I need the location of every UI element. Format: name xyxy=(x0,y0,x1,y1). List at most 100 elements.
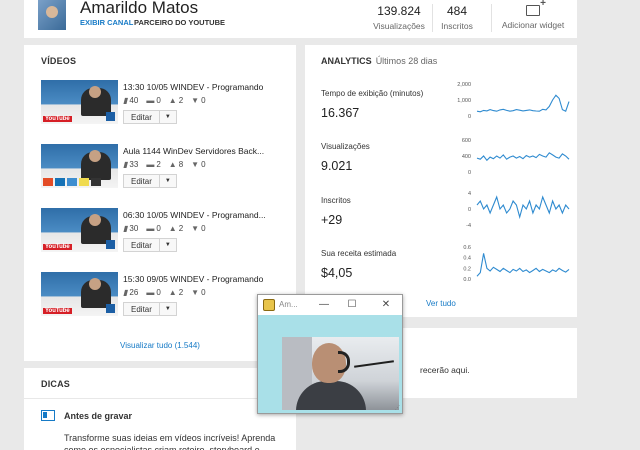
views-count: ▮ 30 xyxy=(123,224,139,233)
edit-button[interactable]: Editar xyxy=(123,302,160,316)
video-title[interactable]: Aula 1144 WinDev Servidores Back... xyxy=(123,146,265,156)
video-row: YouTube 15:30 09/05 WINDEV - Programando… xyxy=(41,272,291,322)
add-widget-label: Adicionar widget xyxy=(501,20,565,30)
comment-icon: ▬ xyxy=(146,288,155,297)
sparkline-tick-label: 0.2 xyxy=(463,266,471,272)
likes-count: ▲ 8 xyxy=(168,160,184,169)
add-widget-button[interactable]: Adicionar widget xyxy=(494,0,572,30)
edit-button[interactable]: Editar xyxy=(123,110,160,124)
subscribers-value: 484 xyxy=(446,4,468,18)
view-all-videos-link[interactable]: Visualizar tudo (1.544) xyxy=(120,341,200,350)
chevron-down-icon[interactable]: ▼ xyxy=(159,110,177,124)
views-stat[interactable]: 139.824 Visualizações xyxy=(364,4,434,31)
sparkline-series xyxy=(476,152,570,162)
sparkline-tick-label: 4 xyxy=(468,191,471,197)
analytics-period: Últimos 28 dias xyxy=(375,56,438,66)
chevron-down-icon[interactable]: ▼ xyxy=(159,302,177,316)
edit-button[interactable]: Editar xyxy=(123,174,160,188)
sparkline-tick-label: -4 xyxy=(466,223,471,229)
video-thumbnail[interactable]: YouTube xyxy=(41,80,118,124)
video-title[interactable]: 13:30 10/05 WINDEV - Programando xyxy=(123,82,264,92)
metric-label: Sua receita estimada xyxy=(321,249,397,258)
divider xyxy=(24,398,296,399)
stat-divider xyxy=(491,4,492,32)
tips-title: DICAS xyxy=(41,379,71,389)
edit-button-group: Editar ▼ xyxy=(123,238,177,252)
thumbs-up-icon: ▲ xyxy=(168,288,177,297)
video-row: YouTube 13:30 10/05 WINDEV - Programando… xyxy=(41,80,291,130)
revenue-sparkline[interactable]: 0.6 0.4 0.2 0.0 xyxy=(447,241,571,285)
sparkline-tick-label: 0.0 xyxy=(463,277,471,283)
analytics-header: ANALYTICS Últimos 28 dias xyxy=(321,56,437,66)
likes-count: ▲ 2 xyxy=(168,96,184,105)
resize-grip-icon[interactable]: ⋰ xyxy=(395,405,400,411)
sparkline-series xyxy=(476,253,570,277)
youtube-logo: YouTube xyxy=(43,244,72,250)
video-thumbnail[interactable] xyxy=(41,144,118,188)
sparkline-tick-label: 2,000 xyxy=(457,82,471,88)
metric-revenue[interactable]: Sua receita estimada $4,05 xyxy=(321,249,396,280)
subscribers-stat[interactable]: 484 Inscritos xyxy=(429,4,485,31)
comments-count: ▬ 2 xyxy=(146,160,161,169)
chevron-down-icon[interactable]: ▼ xyxy=(159,174,177,188)
see-all-analytics-link[interactable]: Ver tudo xyxy=(426,299,456,308)
sparkline-tick-label: 0 xyxy=(468,207,471,213)
videos-title: VÍDEOS xyxy=(41,56,77,66)
video-title[interactable]: 06:30 10/05 WINDEV - Programand... xyxy=(123,210,266,220)
video-row: YouTube 06:30 10/05 WINDEV - Programand.… xyxy=(41,208,291,258)
sparkline-tick-label: 400 xyxy=(462,154,471,160)
tip-title[interactable]: Antes de gravar xyxy=(64,411,133,421)
youtube-logo: YouTube xyxy=(43,308,72,314)
stat-divider xyxy=(432,4,433,32)
metric-subscribers[interactable]: Inscritos +29 xyxy=(321,196,351,227)
views-sparkline[interactable]: 600 400 0 xyxy=(447,134,571,178)
video-thumbnail[interactable]: YouTube xyxy=(41,272,118,316)
video-stats: ▮ 30 ▬ 0 ▲ 2 ▼ 0 xyxy=(123,224,206,233)
metric-views[interactable]: Visualizações 9.021 xyxy=(321,142,370,173)
webcam-window[interactable]: Am... — ☐ ✕ ⋰ xyxy=(257,294,403,414)
metric-label: Tempo de exibição (minutos) xyxy=(321,89,424,98)
subscribers-sparkline[interactable]: 4 0 -4 xyxy=(447,187,571,231)
youtube-logo: YouTube xyxy=(43,116,72,122)
window-title: Am... xyxy=(279,300,298,309)
maximize-button[interactable]: ☐ xyxy=(347,299,357,310)
comment-icon: ▬ xyxy=(146,224,155,233)
thumbnail-face xyxy=(89,214,101,226)
close-button[interactable]: ✕ xyxy=(381,299,391,310)
edit-button[interactable]: Editar xyxy=(123,238,160,252)
bar-chart-icon: ▮ xyxy=(123,160,128,169)
likes-count: ▲ 2 xyxy=(168,224,184,233)
metric-label: Inscritos xyxy=(321,196,351,205)
views-count: ▮ 33 xyxy=(123,160,139,169)
thumbs-up-icon: ▲ xyxy=(168,224,177,233)
channel-avatar[interactable] xyxy=(38,0,66,30)
empty-state-text: recerão aqui. xyxy=(420,365,470,375)
analytics-title: ANALYTICS xyxy=(321,56,372,66)
dislikes-count: ▼ 0 xyxy=(191,160,206,169)
videos-card: VÍDEOS YouTube 13:30 10/05 WINDEV - Prog… xyxy=(24,45,296,361)
channel-header: Amarildo Matos EXIBIR CANAL PARCEIRO DO … xyxy=(24,0,577,38)
metric-value: $4,05 xyxy=(321,266,353,280)
metric-watch-time[interactable]: Tempo de exibição (minutos) 16.367 xyxy=(321,89,423,120)
minimize-button[interactable]: — xyxy=(319,299,329,310)
comments-count: ▬ 0 xyxy=(146,224,161,233)
window-titlebar[interactable]: Am... — ☐ ✕ xyxy=(258,295,402,315)
video-title[interactable]: 15:30 09/05 WINDEV - Programando xyxy=(123,274,264,284)
watch-time-sparkline[interactable]: 2,000 1,000 0 xyxy=(447,78,571,122)
metric-value: +29 xyxy=(321,213,343,227)
windev-logo xyxy=(106,304,115,313)
sparkline-tick-label: 0 xyxy=(468,114,471,120)
thumbs-down-icon: ▼ xyxy=(191,288,200,297)
views-count: ▮ 40 xyxy=(123,96,139,105)
comments-count: ▬ 0 xyxy=(146,288,161,297)
view-channel-link[interactable]: EXIBIR CANAL xyxy=(80,18,134,27)
comment-icon: ▬ xyxy=(146,96,155,105)
video-stats: ▮ 26 ▬ 0 ▲ 2 ▼ 0 xyxy=(123,288,206,297)
add-widget-icon xyxy=(526,0,546,16)
chevron-down-icon[interactable]: ▼ xyxy=(159,238,177,252)
metric-value: 9.021 xyxy=(321,159,353,173)
video-thumbnail[interactable]: YouTube xyxy=(41,208,118,252)
metric-value: 16.367 xyxy=(321,106,360,120)
storyboard-icon xyxy=(41,410,55,421)
headphone-cable xyxy=(354,360,394,368)
